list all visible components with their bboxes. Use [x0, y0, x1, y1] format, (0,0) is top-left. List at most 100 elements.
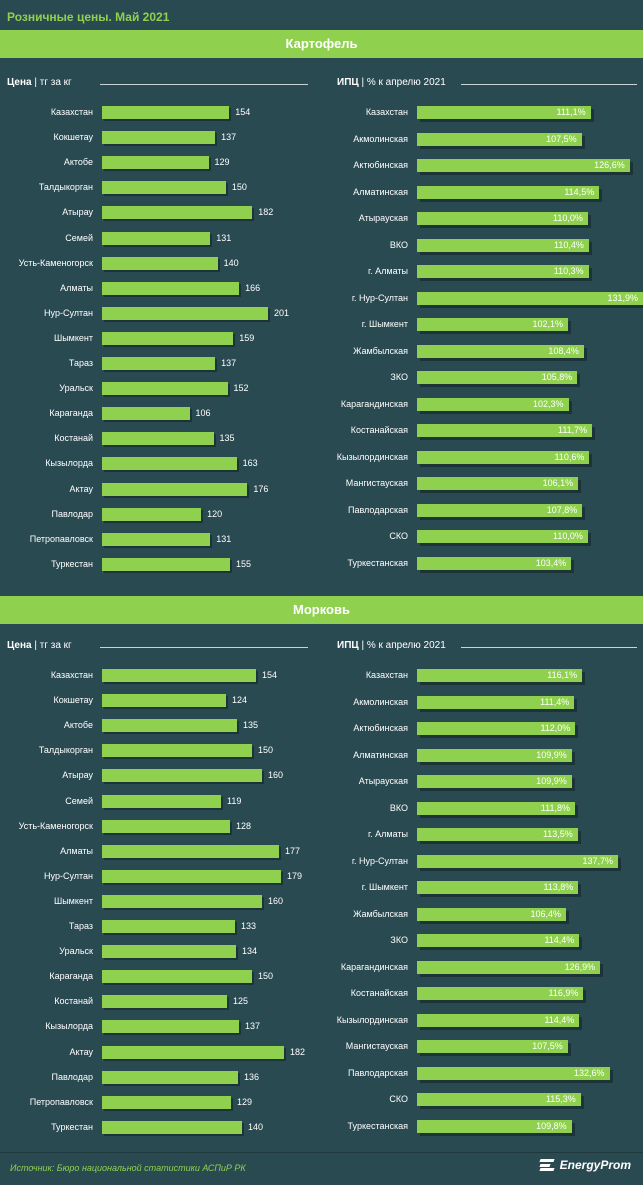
carrot-ipc-category-label: ЗКО [390, 935, 408, 945]
potato-ipc-value-label: 105,8% [541, 372, 573, 382]
potato-ipc-value-label: 131,9% [607, 292, 638, 303]
carrot-ipc-category-label: ВКО [389, 802, 408, 813]
potato-price-value-label: 154 [235, 107, 251, 117]
carrot-price-value-label: 129 [237, 1096, 253, 1107]
section-header-potato: Картофель [0, 30, 643, 58]
potato-ipc-bar [417, 503, 583, 517]
carrot-ipc-value-label: 126,9% [564, 961, 596, 972]
potato-price-value-label: 131 [216, 533, 232, 544]
carrot-price-bar [102, 995, 227, 1009]
potato-price-bar [102, 507, 202, 521]
potato-price-category-label: Павлодар [51, 508, 93, 519]
carrot-ipc-value-label: 112,0% [540, 723, 571, 733]
carrot-ipc-bar [417, 854, 618, 868]
potato-price-bar [102, 281, 240, 295]
price-label-unit: | тг за кг [31, 640, 72, 651]
potato-ipc-category-label: ВКО [389, 239, 408, 250]
potato-ipc-category-label: СКО [389, 531, 408, 541]
carrot-price-category-label: Туркестан [51, 1121, 93, 1132]
potato-ipc-bar [417, 265, 589, 278]
carrot-price-bar [102, 894, 262, 908]
potato-ipc-category-label: Карагандинская [340, 398, 408, 409]
potato-price-bar [102, 407, 190, 421]
potato-ipc-bar [417, 450, 590, 464]
carrot-price-value-label: 160 [268, 895, 284, 906]
potato-price-value-label: 159 [239, 332, 255, 343]
carrot-price-bar [102, 1120, 242, 1134]
potato-price-bar [102, 457, 237, 471]
carrot-price-bar [102, 1045, 284, 1059]
potato-price-category-label: Туркестан [51, 558, 93, 569]
price-label-line [100, 647, 308, 648]
carrot-ipc-category-label: Карагандинская [340, 961, 408, 972]
carrot-price-bar [102, 1070, 238, 1084]
price-label-unit: | тг за кг [31, 77, 72, 88]
potato-price-category-label: Кокшетау [53, 132, 93, 143]
ipc-panel-label-potato: ИПЦ | % к апрелю 2021 [337, 77, 446, 88]
potato-ipc-bar [417, 159, 630, 172]
carrot-ipc-bar [417, 1066, 610, 1080]
potato-ipc-value-label: 110,3% [553, 266, 584, 276]
carrot-ipc-value-label: 115,3% [545, 1094, 576, 1104]
potato-price-bar [102, 432, 214, 446]
price-label-line [100, 84, 308, 85]
footer-divider [0, 1152, 643, 1153]
potato-ipc-category-label: Казахстан [365, 107, 408, 117]
carrot-price-category-label: Тараз [68, 921, 93, 931]
potato-price-bar [102, 482, 248, 496]
carrot-price-category-label: Талдыкорган [38, 745, 93, 756]
potato-price-bar [102, 181, 226, 195]
carrot-price-category-label: Алматы [60, 845, 93, 856]
potato-ipc-bar [417, 477, 579, 490]
carrot-price-value-label: 137 [245, 1021, 261, 1032]
ipc-label-main: ИПЦ [337, 77, 359, 88]
ipc-panel-label-carrot: ИПЦ | % к апрелю 2021 [337, 640, 446, 651]
carrot-ipc-bar [417, 1093, 581, 1106]
potato-price-bar [102, 532, 211, 546]
potato-ipc-category-label: Костанайская [350, 425, 408, 435]
potato-price-value-label: 201 [274, 307, 290, 318]
carrot-price-category-label: Шымкент [53, 895, 93, 906]
carrot-ipc-value-label: 106,4% [530, 908, 561, 919]
carrot-price-value-label: 136 [244, 1071, 260, 1082]
potato-price-value-label: 155 [236, 558, 252, 569]
carrot-ipc-value-label: 114,4% [544, 935, 575, 945]
potato-price-bar [102, 382, 228, 396]
carrot-price-value-label: 150 [258, 745, 274, 756]
carrot-ipc-bar [417, 934, 580, 947]
potato-price-value-label: 120 [207, 508, 223, 519]
potato-ipc-category-label: Актюбинская [353, 160, 408, 170]
potato-price-category-label: Атырау [62, 207, 93, 218]
potato-ipc-value-label: 110,0% [553, 213, 583, 223]
carrot-price-bar [102, 769, 262, 783]
price-panel-label-carrot: Цена | тг за кг [7, 640, 72, 651]
potato-price-category-label: Караганда [49, 408, 93, 419]
carrot-ipc-category-label: Мангистауская [345, 1041, 408, 1051]
carrot-ipc-value-label: 107,5% [532, 1041, 563, 1051]
page-title: Розничные цены. Май 2021 [7, 10, 170, 24]
potato-ipc-category-label: г. Шымкент [361, 319, 408, 329]
carrot-ipc-bar [417, 828, 578, 841]
carrot-ipc-category-label: Алматинская [353, 749, 408, 760]
carrot-price-bar [102, 669, 256, 682]
ipc-label-main: ИПЦ [337, 640, 359, 651]
carrot-price-bar [102, 1095, 231, 1109]
potato-ipc-category-label: Акмолинская [353, 133, 408, 144]
potato-ipc-bar [417, 424, 593, 437]
carrot-price-value-label: 124 [232, 695, 248, 706]
potato-price-value-label: 140 [223, 257, 239, 268]
potato-price-category-label: Семей [65, 232, 93, 243]
potato-ipc-category-label: г. Нур-Султан [351, 292, 408, 303]
potato-price-value-label: 129 [214, 157, 230, 168]
price-label-main: Цена [7, 640, 32, 651]
potato-price-category-label: Шымкент [53, 332, 93, 343]
potato-price-value-label: 150 [231, 182, 247, 193]
potato-ipc-bar [417, 530, 588, 543]
potato-ipc-value-label: 110,6% [554, 451, 585, 462]
potato-ipc-category-label: Атырауская [358, 213, 408, 223]
potato-ipc-value-label: 111,7% [558, 425, 588, 435]
carrot-ipc-category-label: Акмолинская [353, 696, 408, 707]
carrot-ipc-category-label: Туркестанская [347, 1120, 408, 1131]
potato-price-bar [102, 557, 230, 571]
potato-price-bar [102, 256, 218, 270]
